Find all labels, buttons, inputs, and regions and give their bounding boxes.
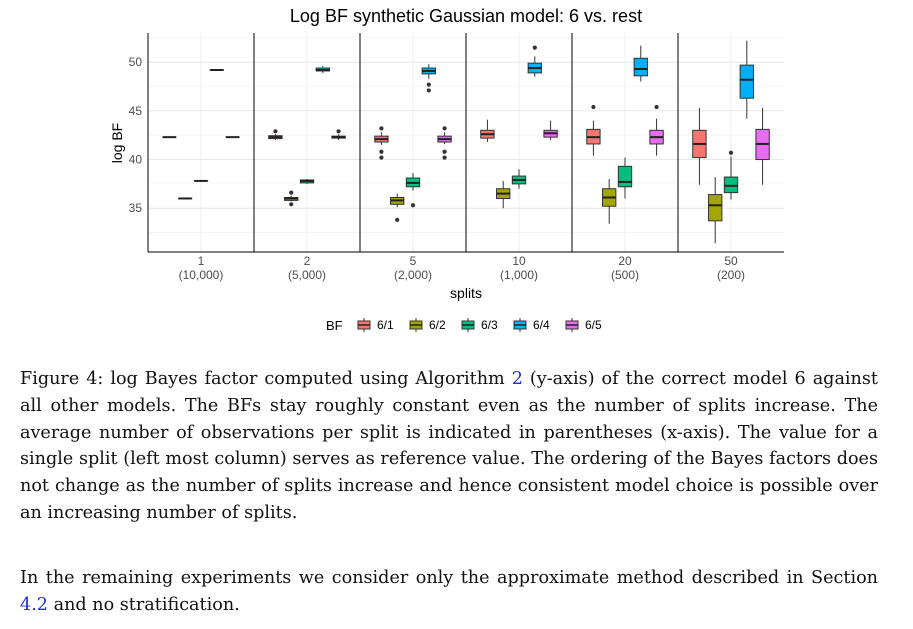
box-outlier-point [273, 129, 278, 134]
box-6-1-panel-4 [480, 119, 495, 143]
legend-label: 6/4 [533, 318, 550, 332]
y-tick-label: 40 [129, 153, 143, 167]
box-6-2-panel-3 [390, 193, 405, 222]
x-tick-sublabel: (500) [611, 268, 639, 282]
box-outlier-point [426, 82, 431, 87]
box-outlier-point [289, 190, 294, 195]
box-6-3-panel-5 [617, 157, 633, 199]
x-tick-label: 10 [512, 254, 526, 268]
box-6-3-panel-6 [723, 150, 739, 200]
box-body [633, 57, 648, 77]
x-tick-sublabel: (10,000) [179, 268, 224, 282]
x-tick-sublabel: (1,000) [500, 268, 538, 282]
x-tick-label: 5 [410, 254, 417, 268]
box-6-3-panel-3 [405, 173, 421, 208]
box-outlier-point [442, 126, 447, 131]
box-outlier-point [379, 149, 384, 154]
x-axis-label: splits [450, 285, 482, 301]
legend-label: 6/1 [377, 318, 394, 332]
body-paragraph: In the remaining experiments we consider… [20, 565, 878, 619]
y-axis-label: log BF [109, 123, 125, 163]
x-tick-label: 1 [198, 254, 205, 268]
box-6-3-panel-4 [511, 169, 527, 189]
legend-item-6-3: 6/3 [461, 318, 498, 332]
box-6-4-panel-5 [633, 45, 648, 82]
x-tick-sublabel: (5,000) [288, 268, 326, 282]
boxplot-chart: Log BF synthetic Gaussian model: 6 vs. r… [109, 6, 784, 333]
box-6-5-panel-4 [543, 120, 558, 141]
caption-text-end: (y-axis) of the correct model 6 against … [20, 369, 878, 523]
y-tick-label: 45 [129, 104, 143, 118]
box-body [617, 165, 633, 188]
box-outlier-point [654, 104, 659, 110]
box-outlier-point [395, 217, 400, 222]
box-6-5-panel-3 [437, 126, 452, 160]
box-6-3-panel-2 [299, 179, 315, 184]
legend-item-6-1: 6/1 [357, 318, 394, 332]
box-6-5-panel-5 [649, 104, 664, 156]
box-6-5-panel-6 [755, 107, 770, 185]
legend-title: BF [326, 318, 343, 333]
figure-4-chart: Log BF synthetic Gaussian model: 6 vs. r… [109, 6, 784, 333]
box-6-4-panel-4 [527, 45, 542, 77]
figure-caption: Figure 4: log Bayes factor computed usin… [20, 366, 878, 527]
paragraph-text-end: and no stratification. [47, 594, 240, 615]
box-outlier-point [442, 155, 447, 160]
box-6-4-panel-2 [315, 66, 330, 73]
x-tick-label: 20 [618, 254, 632, 268]
x-tick-label: 50 [724, 254, 738, 268]
legend: BF 6/1 6/2 6/3 6/4 6/5 [326, 318, 602, 333]
paragraph-text-start: In the remaining experiments we consider… [20, 568, 878, 588]
legend-label: 6/3 [481, 318, 498, 332]
algorithm-reference-link[interactable]: 2 [511, 369, 523, 389]
caption-text-start: Figure 4: log Bayes factor computed usin… [20, 369, 512, 389]
box-outlier-point [379, 155, 384, 160]
legend-item-6-4: 6/4 [513, 318, 550, 332]
box-outlier-point [379, 126, 384, 131]
box-outlier-point [426, 88, 431, 93]
box-6-1-panel-2 [268, 129, 283, 141]
box-outlier-point [591, 104, 596, 110]
box-6-4-panel-3 [421, 64, 436, 93]
box-body [739, 64, 754, 99]
legend-label: 6/2 [429, 318, 446, 332]
box-6-2-panel-4 [496, 180, 511, 209]
box-outlier-point [532, 45, 537, 50]
box-6-5-panel-2 [331, 129, 346, 141]
box-6-2-panel-6 [708, 177, 723, 244]
x-tick-sublabel: (2,000) [394, 268, 432, 282]
box-outlier-point [289, 202, 294, 207]
y-tick-label: 50 [129, 55, 143, 69]
x-tick-label: 2 [304, 254, 311, 268]
box-outlier-point [442, 149, 447, 154]
box-outlier-point [410, 203, 416, 208]
box-6-2-panel-5 [602, 179, 617, 224]
y-tick-label: 35 [129, 201, 143, 215]
legend-item-6-5: 6/5 [565, 318, 602, 332]
section-reference-link[interactable]: 4.2 [20, 594, 48, 615]
box-6-1-panel-5 [586, 104, 601, 156]
legend-item-6-2: 6/2 [409, 318, 446, 332]
box-outlier-point [728, 150, 734, 155]
box-body [708, 194, 723, 222]
box-6-1-panel-3 [374, 126, 389, 160]
legend-label: 6/5 [585, 318, 602, 332]
box-6-4-panel-6 [739, 40, 754, 119]
x-tick-sublabel: (200) [717, 268, 745, 282]
chart-title: Log BF synthetic Gaussian model: 6 vs. r… [290, 6, 642, 26]
box-6-2-panel-2 [284, 190, 299, 207]
box-outlier-point [336, 129, 341, 134]
box-6-1-panel-6 [692, 107, 707, 185]
